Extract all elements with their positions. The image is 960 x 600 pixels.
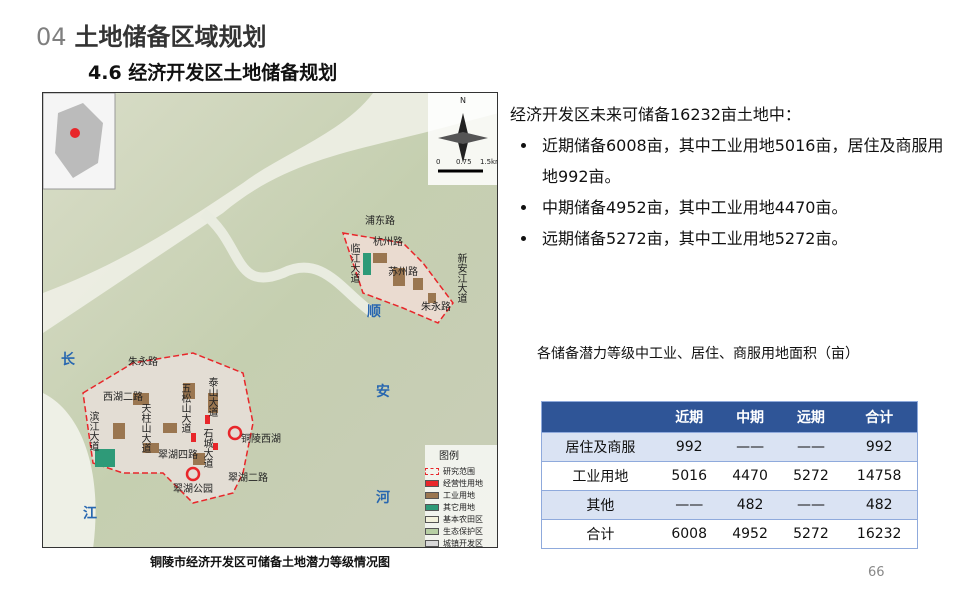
legend-label: 研究范围 bbox=[443, 466, 475, 476]
legend-title: 图例 bbox=[439, 451, 459, 462]
legend-item: 其它用地 bbox=[425, 501, 497, 513]
map-label: 西湖二路 bbox=[103, 392, 143, 403]
legend-label: 城镇开发区 bbox=[443, 538, 483, 548]
table-cell: 其他 bbox=[541, 490, 659, 520]
header-cell: 合计 bbox=[841, 401, 918, 433]
compass-label: N bbox=[460, 96, 466, 105]
table-cell: 16232 bbox=[841, 519, 918, 549]
table-cell: 992 bbox=[658, 432, 720, 462]
header-row: 近期 中期 远期 合计 bbox=[541, 401, 918, 433]
table-cell: 14758 bbox=[841, 461, 918, 491]
map-label: 石城大道 bbox=[201, 428, 212, 468]
table-cell: 合计 bbox=[541, 519, 659, 549]
bullet: 近期储备6008亩，其中工业用地5016亩，居住及商服用地992亩。 bbox=[538, 130, 950, 192]
intro: 经济开发区未来可储备16232亩土地中： bbox=[510, 105, 801, 124]
table-cell: 6008 bbox=[658, 519, 720, 549]
bullet: 远期储备5272亩，其中工业用地5272亩。 bbox=[538, 223, 950, 254]
bullet-list: 近期储备6008亩，其中工业用地5016亩，居住及商服用地992亩。中期储备49… bbox=[510, 130, 950, 254]
section-title: 土地储备区域规划 bbox=[74, 23, 267, 51]
scale-label: 1.5 bbox=[480, 158, 492, 166]
table-row: 其他 —— 482 —— 482 bbox=[541, 490, 918, 520]
bullet: 中期储备4952亩，其中工业用地4470亩。 bbox=[538, 192, 950, 223]
scale-label: km bbox=[491, 158, 497, 166]
map-caption: 铜陵市经济开发区可储备土地潜力等级情况图 bbox=[149, 555, 390, 569]
map-label: 浦东路 bbox=[365, 216, 395, 227]
map-label: 朱永路 bbox=[128, 357, 158, 368]
map-label: 顺 bbox=[367, 304, 381, 320]
table-cell: 992 bbox=[841, 432, 918, 462]
map: 图例研究范围经营性用地工业用地其它用地基本农田区生态保护区城镇开发区 浦东路杭州… bbox=[42, 92, 498, 548]
map-label: 铜陵西湖 bbox=[241, 434, 281, 445]
map-label: 滨江大道 bbox=[87, 411, 98, 451]
legend-label: 其它用地 bbox=[443, 502, 475, 512]
legend-item: 城镇开发区 bbox=[425, 537, 497, 548]
legend-swatch bbox=[425, 539, 439, 547]
table-cell: —— bbox=[658, 490, 720, 520]
map-label: 朱永路 bbox=[421, 302, 451, 313]
legend-label: 基本农田区 bbox=[443, 514, 483, 524]
header-cell bbox=[541, 401, 659, 433]
map-label: 长 bbox=[61, 352, 75, 368]
legend-swatch bbox=[425, 479, 439, 487]
section-number: 04 bbox=[36, 23, 67, 51]
header-cell: 中期 bbox=[719, 401, 781, 433]
text-block: 经济开发区未来可储备16232亩土地中： 近期储备6008亩，其中工业用地501… bbox=[510, 99, 950, 254]
map-label: 泰山大道 bbox=[206, 377, 217, 417]
scale-label: 0.75 bbox=[456, 158, 472, 166]
map-label: 天柱山大道 bbox=[139, 403, 150, 453]
table-cell: —— bbox=[780, 490, 842, 520]
data-table: 近期 中期 远期 合计 居住及商服 992 —— —— 992 工业用地 5016 4470 5272 1… bbox=[541, 401, 918, 549]
legend: 图例研究范围经营性用地工业用地其它用地基本农田区生态保护区城镇开发区 bbox=[425, 445, 497, 548]
map-label: 翠湖二路 bbox=[228, 473, 268, 484]
map-label: 新安江大道 bbox=[455, 253, 466, 303]
header-cell: 远期 bbox=[780, 401, 842, 433]
legend-item: 基本农田区 bbox=[425, 513, 497, 525]
map-label: 五松山大道 bbox=[179, 383, 190, 433]
header-cell: 近期 bbox=[658, 401, 720, 433]
legend-label: 经营性用地 bbox=[443, 478, 483, 488]
table-row: 居住及商服 992 —— —— 992 bbox=[541, 432, 918, 462]
table-cell: —— bbox=[780, 432, 842, 462]
map-label: 翠湖四路 bbox=[158, 450, 198, 461]
table-cell: 工业用地 bbox=[541, 461, 659, 491]
legend-label: 生态保护区 bbox=[443, 526, 483, 536]
table-cell: 482 bbox=[719, 490, 781, 520]
map-label: 河 bbox=[376, 490, 390, 506]
section-header: 04 土地储备区域规划 bbox=[36, 17, 267, 52]
table-caption: 各储备潜力等级中工业、居住、商服用地面积（亩） bbox=[537, 346, 859, 362]
legend-swatch bbox=[425, 527, 439, 535]
legend-item: 经营性用地 bbox=[425, 477, 497, 489]
map-label: 杭州路 bbox=[373, 237, 403, 248]
table-row: 工业用地 5016 4470 5272 14758 bbox=[541, 461, 918, 491]
legend-item: 工业用地 bbox=[425, 489, 497, 501]
map-label: 安 bbox=[376, 384, 390, 400]
legend-swatch bbox=[425, 515, 439, 523]
legend-swatch bbox=[425, 503, 439, 511]
map-drawing bbox=[43, 93, 497, 547]
table-cell: 4952 bbox=[719, 519, 781, 549]
subtitle: 4.6 经济开发区土地储备规划 bbox=[88, 62, 338, 84]
table-cell: —— bbox=[719, 432, 781, 462]
table-row: 合计 6008 4952 5272 16232 bbox=[541, 519, 918, 549]
table-cell: 5272 bbox=[780, 519, 842, 549]
table-cell: 居住及商服 bbox=[541, 432, 659, 462]
map-label: 苏州路 bbox=[388, 267, 418, 278]
legend-swatch bbox=[425, 491, 439, 499]
map-label: 临江大道 bbox=[348, 243, 359, 283]
table-cell: 5016 bbox=[658, 461, 720, 491]
table-cell: 5272 bbox=[780, 461, 842, 491]
map-label: 翠湖公园 bbox=[173, 484, 213, 495]
page-number: 66 bbox=[868, 565, 885, 580]
legend-label: 工业用地 bbox=[443, 490, 475, 500]
table-cell: 482 bbox=[841, 490, 918, 520]
map-label: 江 bbox=[83, 506, 97, 522]
legend-swatch bbox=[425, 467, 439, 475]
legend-item: 研究范围 bbox=[425, 465, 497, 477]
scale-label: 0 bbox=[436, 158, 441, 166]
table-cell: 4470 bbox=[719, 461, 781, 491]
legend-item: 生态保护区 bbox=[425, 525, 497, 537]
